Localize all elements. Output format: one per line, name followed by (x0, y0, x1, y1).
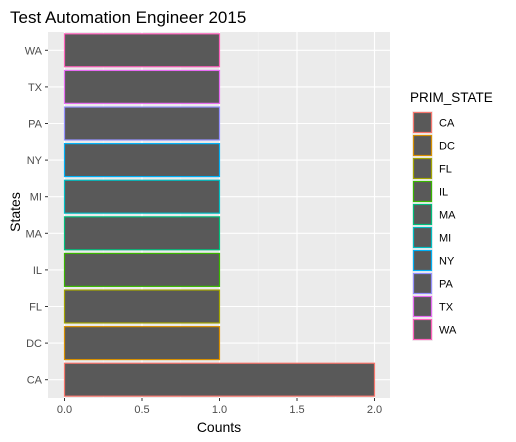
bar-wa (65, 34, 220, 67)
bar-fl (65, 290, 220, 323)
bar-il (65, 253, 220, 286)
legend-key-ma (414, 205, 432, 225)
legend-key-wa (414, 320, 432, 340)
bar-ca (65, 363, 375, 396)
bar-mi (65, 180, 220, 213)
legend-label-wa: WA (439, 325, 457, 337)
bar-pa (65, 107, 220, 140)
legend-label-pa: PA (439, 279, 454, 291)
legend-label-fl: FL (439, 164, 452, 176)
legend-key-tx (414, 297, 432, 317)
x-tick-label: 0.5 (134, 404, 149, 416)
bar-ma (65, 217, 220, 250)
x-tick-label: 2.0 (367, 404, 382, 416)
legend-label-tx: TX (439, 302, 454, 314)
y-tick-label: MI (30, 192, 42, 204)
y-axis: CA DC FL IL MA MI NY PA TX WA (25, 45, 48, 386)
legend-key-ca (414, 113, 432, 133)
legend-key-fl (414, 159, 432, 179)
x-tick-label: 1.5 (289, 404, 304, 416)
x-tick-label: 0.0 (57, 404, 72, 416)
legend-label-ny: NY (439, 256, 455, 268)
legend-label-mi: MI (439, 233, 451, 245)
y-tick-label: WA (25, 45, 43, 57)
legend: PRIM_STATE CA DC FL IL MA MI NY PA TX WA (410, 90, 493, 341)
legend-key-dc (414, 136, 432, 156)
bar-dc (65, 327, 220, 360)
bar-tx (65, 70, 220, 103)
y-tick-label: PA (28, 119, 43, 131)
legend-label-ma: MA (439, 210, 456, 222)
y-tick-label: FL (29, 302, 42, 314)
legend-key-mi (414, 228, 432, 248)
x-axis: 0.0 0.5 1.0 1.5 2.0 (57, 398, 382, 416)
legend-key-pa (414, 274, 432, 294)
y-tick-label: CA (27, 375, 43, 387)
legend-key-ny (414, 251, 432, 271)
legend-label-ca: CA (439, 118, 455, 130)
y-axis-title: States (7, 192, 23, 232)
chart-title: Test Automation Engineer 2015 (10, 8, 246, 27)
y-tick-label: MA (26, 228, 43, 240)
legend-label-dc: DC (439, 141, 455, 153)
legend-title: PRIM_STATE (410, 90, 493, 105)
bar-ny (65, 144, 220, 177)
legend-key-il (414, 182, 432, 202)
legend-label-il: IL (439, 187, 448, 199)
x-tick-label: 1.0 (212, 404, 227, 416)
x-axis-title: Counts (197, 419, 241, 435)
y-tick-label: TX (28, 82, 43, 94)
y-tick-label: IL (33, 265, 42, 277)
y-tick-label: NY (27, 155, 43, 167)
y-tick-label: DC (26, 338, 42, 350)
